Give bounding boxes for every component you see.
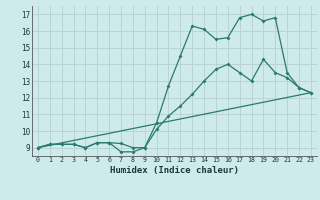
X-axis label: Humidex (Indice chaleur): Humidex (Indice chaleur) — [110, 166, 239, 175]
